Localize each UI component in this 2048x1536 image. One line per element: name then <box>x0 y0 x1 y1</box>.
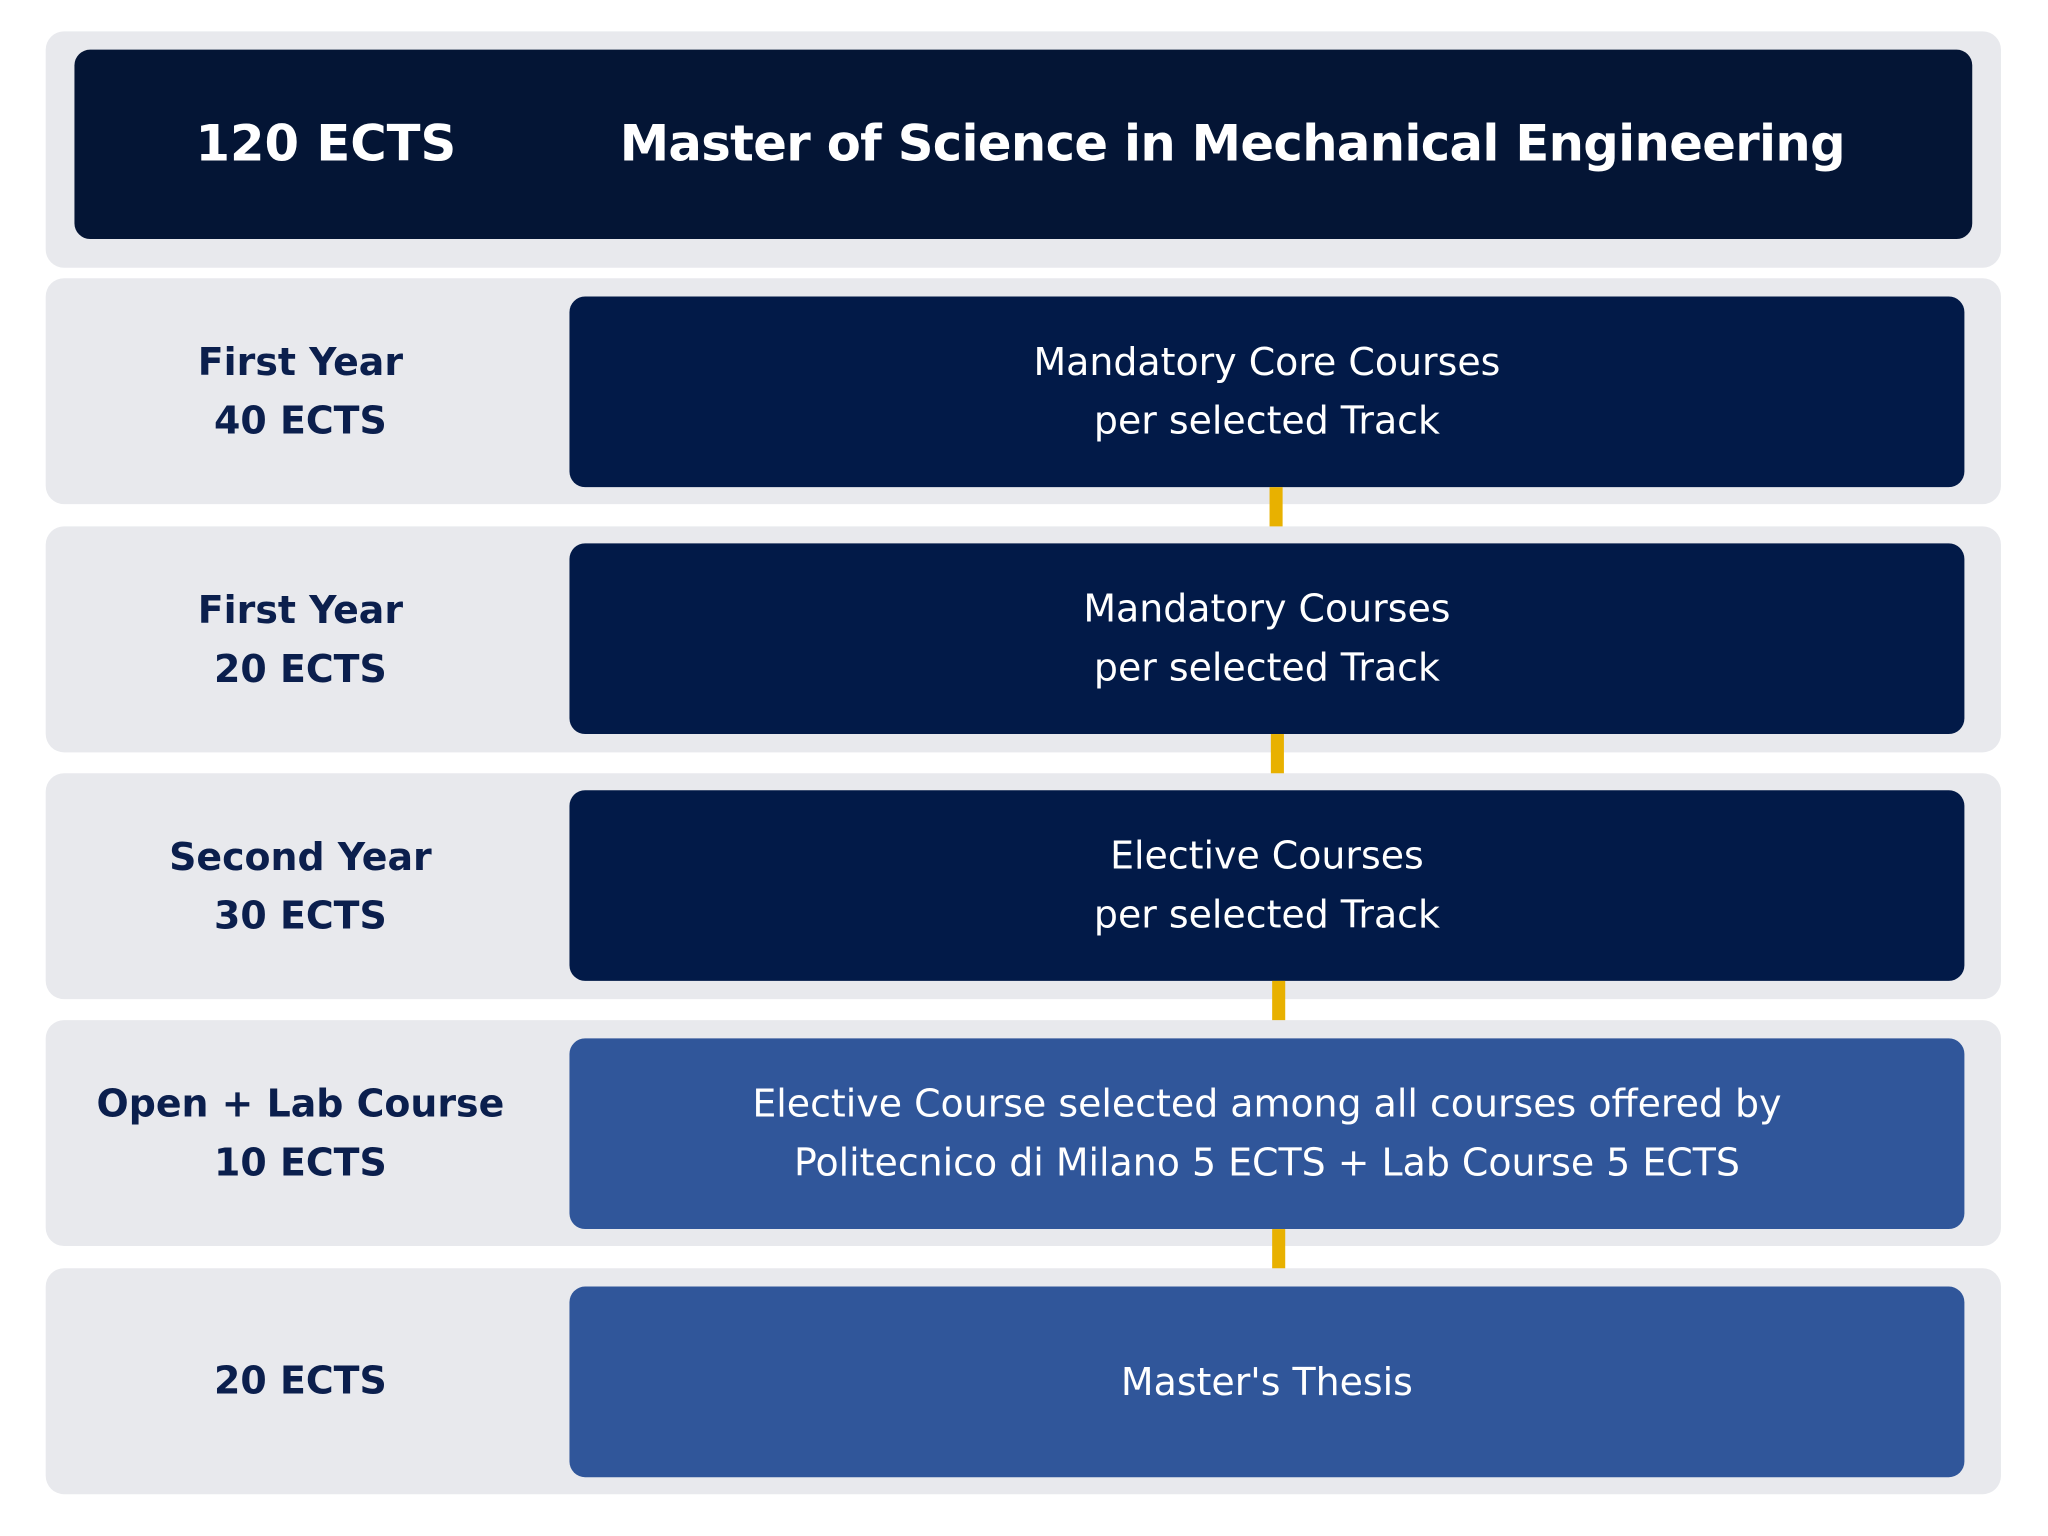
course-box-line: per selected Track <box>1093 892 1440 937</box>
row-label-line: First Year <box>197 587 404 632</box>
row-label-line: 40 ECTS <box>214 397 387 443</box>
row-label: Open + Lab Course 10 ECTS <box>46 1020 555 1246</box>
row-label-line: Second Year <box>169 833 432 879</box>
row-label: 20 ECTS <box>46 1268 555 1494</box>
course-box-line: per selected Track <box>1093 645 1440 690</box>
course-box: Mandatory Core Courses per selected Track <box>569 296 1965 488</box>
row-label-line: First Year <box>197 338 404 384</box>
course-box: Mandatory Courses per selected Track <box>569 543 1965 735</box>
course-box-line: Mandatory Core Courses <box>1033 339 1501 384</box>
row-label: First Year 40 ECTS <box>46 278 555 504</box>
course-box-line: Elective Course selected among all cours… <box>752 1081 1782 1126</box>
course-box: Master's Thesis <box>569 1286 1965 1478</box>
total-ects: 120 ECTS <box>195 114 457 173</box>
row-label-line: 20 ECTS <box>214 1358 387 1403</box>
header-banner: 120 ECTS Master of Science in Mechanical… <box>74 49 1973 240</box>
row-label: Second Year 30 ECTS <box>46 773 555 999</box>
course-box: Elective Courses per selected Track <box>569 790 1965 981</box>
course-box-line: Mandatory Courses <box>1083 586 1451 631</box>
course-box-line: Master's Thesis <box>1120 1359 1413 1404</box>
course-box-line: Politecnico di Milano 5 ECTS + Lab Cours… <box>793 1140 1740 1185</box>
course-box: Elective Course selected among all cours… <box>569 1038 1965 1230</box>
row-label-line: 30 ECTS <box>214 892 387 938</box>
row-label: First Year 20 ECTS <box>46 526 555 752</box>
row-label-line: 20 ECTS <box>214 645 387 691</box>
program-title: Master of Science in Mechanical Engineer… <box>619 114 1846 173</box>
row-label-line: 10 ECTS <box>214 1139 387 1184</box>
row-label-line: Open + Lab Course <box>96 1080 505 1126</box>
course-box-line: Elective Courses <box>1110 833 1424 878</box>
course-box-line: per selected Track <box>1093 398 1440 443</box>
